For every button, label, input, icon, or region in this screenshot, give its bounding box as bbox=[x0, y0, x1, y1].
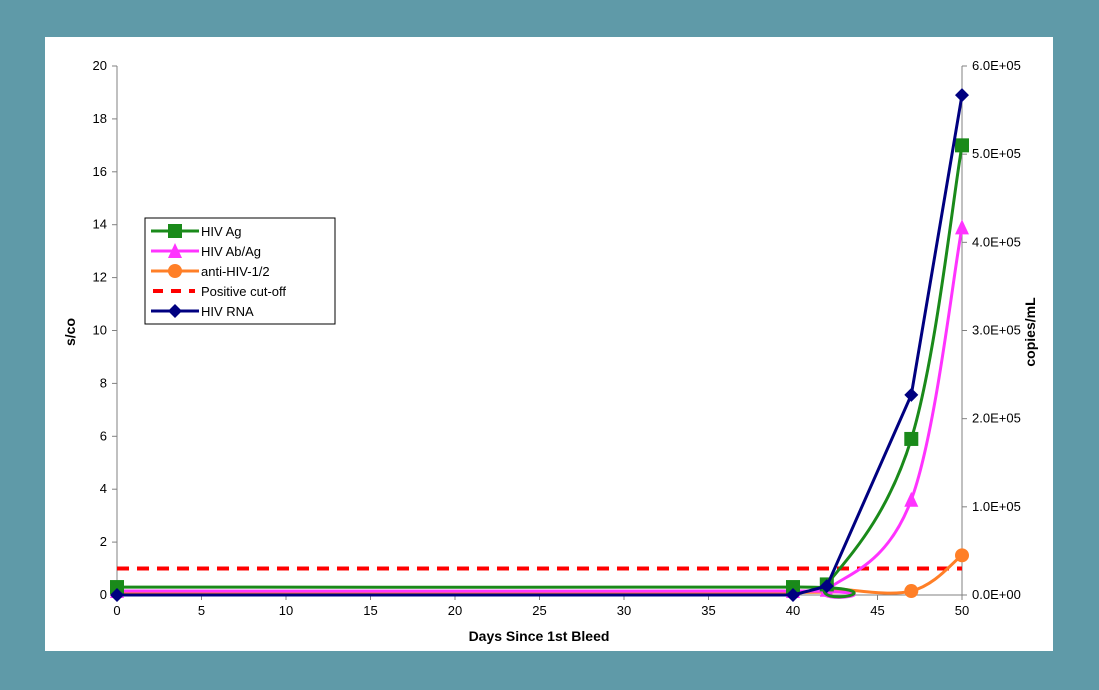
y-tick-label: 6 bbox=[100, 428, 107, 443]
legend-marker bbox=[168, 264, 182, 278]
y2-tick-label: 1.0E+05 bbox=[972, 499, 1021, 514]
y-tick-label: 8 bbox=[100, 375, 107, 390]
series-hiv-rna bbox=[110, 88, 969, 602]
legend-entry: HIV Ab/Ag bbox=[151, 243, 261, 259]
y2-tick-label: 0.0E+00 bbox=[972, 587, 1021, 602]
y-tick-label: 0 bbox=[100, 587, 107, 602]
series-line bbox=[116, 145, 964, 599]
data-point bbox=[955, 548, 969, 563]
y-tick-label: 4 bbox=[100, 481, 107, 496]
y-tick-label: 16 bbox=[93, 164, 107, 179]
legend-entry: anti-HIV-1/2 bbox=[151, 264, 270, 279]
y-tick-label: 12 bbox=[93, 270, 107, 285]
data-point bbox=[786, 588, 800, 602]
y-tick-label: 10 bbox=[93, 323, 107, 338]
legend-marker bbox=[168, 304, 182, 318]
chart-panel: 0 5 10 15 20 25 30 35 40 45 50 0 2 4 6 8 10 12 14 16 18 20 0.0… bbox=[45, 37, 1053, 651]
legend-label: HIV RNA bbox=[201, 304, 254, 319]
y2-tick-label: 4.0E+05 bbox=[972, 234, 1021, 249]
y2-axis-title: copies/mL bbox=[1022, 297, 1038, 367]
y2-tick-label: 2.0E+05 bbox=[972, 411, 1021, 426]
x-tick-label: 45 bbox=[870, 603, 884, 618]
x-tick-label: 5 bbox=[198, 603, 205, 618]
legend-marker bbox=[168, 224, 182, 238]
legend-label: Positive cut-off bbox=[201, 284, 286, 299]
data-point bbox=[819, 579, 834, 594]
y-tick-label: 14 bbox=[93, 217, 107, 232]
legend-entry: Positive cut-off bbox=[153, 284, 286, 299]
legend-label: anti-HIV-1/2 bbox=[201, 264, 270, 279]
data-point bbox=[904, 387, 919, 402]
series-line bbox=[117, 94, 964, 597]
x-tick-label: 0 bbox=[113, 603, 120, 618]
data-point bbox=[786, 580, 800, 595]
legend-entry: HIV RNA bbox=[151, 304, 254, 319]
legend-marker bbox=[168, 243, 182, 258]
legend-entry: HIV Ag bbox=[151, 224, 241, 239]
data-point bbox=[904, 491, 919, 507]
legend-label: HIV Ag bbox=[201, 224, 241, 239]
data-point bbox=[110, 580, 124, 595]
x-tick-label: 40 bbox=[786, 603, 800, 618]
data-point bbox=[110, 588, 124, 602]
x-tick-label: 50 bbox=[955, 603, 969, 618]
y-tick-label: 2 bbox=[100, 534, 107, 549]
x-axis-title: Days Since 1st Bleed bbox=[469, 628, 610, 644]
y2-tick-label: 5.0E+05 bbox=[972, 146, 1021, 161]
y-axis-title: s/co bbox=[62, 318, 78, 346]
data-point bbox=[955, 219, 969, 235]
x-tick-label: 20 bbox=[448, 603, 462, 618]
legend-label: HIV Ab/Ag bbox=[201, 244, 261, 259]
x-tick-label: 30 bbox=[617, 603, 631, 618]
data-point bbox=[904, 431, 919, 446]
x-tick-label: 10 bbox=[279, 603, 293, 618]
y2-tick-label: 3.0E+05 bbox=[972, 323, 1021, 338]
x-tick-label: 15 bbox=[363, 603, 377, 618]
series-hiv-ag bbox=[110, 138, 969, 599]
y2-tick-label: 6.0E+05 bbox=[972, 58, 1021, 73]
x-tick-label: 35 bbox=[701, 603, 715, 618]
y-tick-label: 20 bbox=[93, 58, 107, 73]
y-tick-label: 18 bbox=[93, 111, 107, 126]
data-point bbox=[904, 584, 919, 599]
hiv-marker-chart: 0 5 10 15 20 25 30 35 40 45 50 0 2 4 6 8 10 12 14 16 18 20 0.0… bbox=[62, 58, 1038, 644]
data-point bbox=[955, 88, 969, 103]
x-tick-label: 25 bbox=[532, 603, 546, 618]
data-point bbox=[955, 138, 969, 153]
